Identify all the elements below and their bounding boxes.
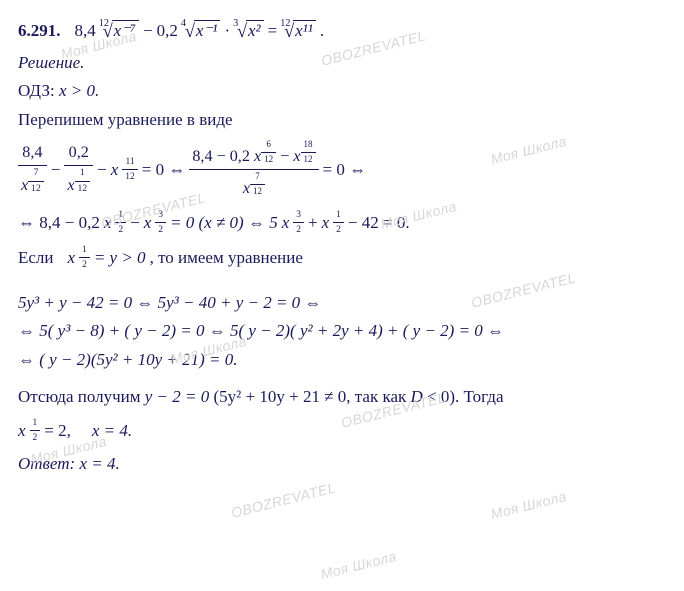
combined-frac: 8,4 − 0,2 x612 − x1812 x712 — [189, 138, 318, 202]
poly-line-3: ⇔ ( y − 2)(5y² + 10y + 21) = 0. — [18, 347, 666, 373]
rewrite-label: Перепишем уравнение в виде — [18, 107, 666, 133]
problem-number: 6.291. — [18, 18, 61, 44]
final-line: x12 = 2, x = 4. — [18, 416, 666, 446]
poly-line-2: ⇔ 5( y³ − 8) + ( y − 2) = 0 ⇔ 5( y − 2)(… — [18, 318, 666, 344]
equation-step2: ⇔ 8,4 − 0,2 x12 − x32 = 0 (x ≠ 0) ⇔ 5 x3… — [18, 208, 666, 238]
problem-line: 6.291. 8,4 12 x⁻⁷ − 0,2 4 x⁻¹ · 3 x² = 1… — [18, 18, 666, 44]
domain-line: ОДЗ: x > 0. — [18, 78, 666, 104]
frac2: 0,2 x112 — [64, 141, 93, 198]
substitution-line: Если x12 = y > 0 , то имеем уравнение — [18, 243, 666, 273]
root3: 3 x² — [234, 18, 264, 44]
root2: 4 x⁻¹ — [182, 18, 221, 44]
root1: 12 x⁻⁷ — [100, 18, 139, 44]
poly-line-1: 5y³ + y − 42 = 0 ⇔ 5y³ − 40 + y − 2 = 0 … — [18, 290, 666, 316]
answer-line: Ответ: x = 4. — [18, 451, 666, 477]
coef1: 8,4 — [75, 18, 96, 44]
equation-step1: 8,4 x712 − 0,2 x112 − x1112 = 0 ⇔ 8,4 − … — [18, 138, 666, 202]
frac1: 8,4 x712 — [18, 141, 47, 198]
conclusion-line: Отсюда получим y − 2 = 0 (5y² + 10y + 21… — [18, 384, 666, 410]
solution-label: Решение. — [18, 50, 666, 76]
root4: 12 x¹¹ — [281, 18, 316, 44]
